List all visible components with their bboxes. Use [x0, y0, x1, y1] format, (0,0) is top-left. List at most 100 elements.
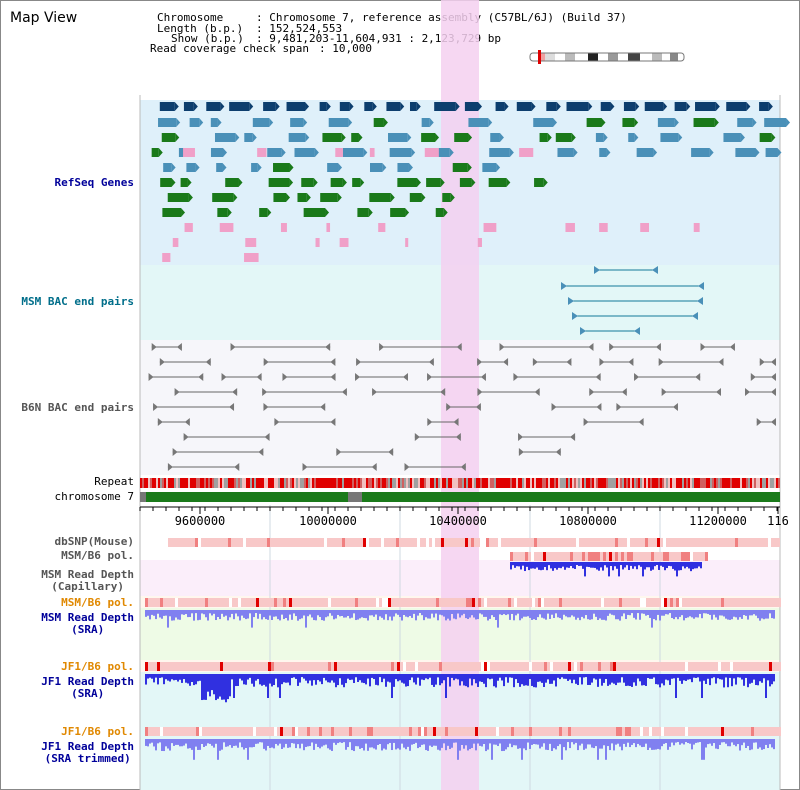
label-dbsnp[interactable]: dbSNP(Mouse) — [54, 535, 134, 548]
jf1-sra-depth-bar — [145, 674, 147, 685]
repeat-seg — [476, 478, 478, 488]
jf1-pol-1-cell — [442, 662, 445, 671]
repeat-seg — [752, 478, 754, 488]
dbsnp-cell — [687, 538, 690, 547]
dbsnp-cell — [552, 538, 555, 547]
repeat-seg — [454, 478, 456, 488]
repeat-seg — [494, 478, 496, 488]
jf1-pol-1-cell — [217, 662, 220, 671]
jf1-trimmed-depth-bar — [705, 739, 707, 748]
msm-sra-depth-bar — [437, 610, 439, 621]
gene-2-5 — [351, 133, 359, 142]
label-msm-depth-sra[interactable]: MSM Read Depth (SRA) — [41, 612, 134, 636]
jf1-sra-depth-bar — [583, 674, 585, 678]
msm-capillary-depth-bar — [546, 562, 548, 571]
jf1-pol-2-cell — [565, 727, 568, 736]
label-msm-bac[interactable]: MSM BAC end pairs — [21, 295, 134, 308]
msm-sra-depth-bar — [477, 610, 479, 620]
jf1-pol-2-cell — [337, 727, 340, 736]
jf1-pol-1-cell — [538, 662, 541, 671]
repeat-seg — [446, 478, 448, 488]
dbsnp-cell — [753, 538, 756, 547]
jf1-trimmed-depth-bar — [431, 739, 433, 747]
label-jf1-b6-pol-1[interactable]: JF1/B6 pol. — [61, 660, 134, 673]
label-refseq-genes[interactable]: RefSeq Genes — [54, 176, 134, 189]
repeat-seg — [776, 478, 778, 488]
jf1-pol-1-cell — [292, 662, 295, 671]
dbsnp-cell — [366, 538, 369, 547]
jf1-trimmed-depth-bar — [181, 739, 183, 747]
label-msm-b6-pol-2[interactable]: MSM/B6 pol. — [61, 596, 134, 609]
label-jf1-depth-sra[interactable]: JF1 Read Depth (SRA) — [41, 676, 134, 700]
b6n-bac-end-2-4-b — [480, 373, 486, 381]
msm-pol-2-cell — [280, 598, 283, 607]
dbsnp-cell — [420, 538, 423, 547]
jf1-pol-2-cell — [562, 727, 565, 736]
msm-sra-depth-bar — [615, 610, 617, 620]
jf1-pol-1-cell — [676, 662, 679, 671]
jf1-trimmed-depth-bar — [465, 739, 467, 746]
msm-capillary-depth-bar — [630, 562, 632, 566]
jf1-pol-2-cell — [220, 727, 223, 736]
jf1-pol-2-cell — [718, 727, 721, 736]
repeat-seg — [698, 478, 700, 488]
jf1-pol-1-cell — [475, 662, 478, 671]
jf1-pol-1-cell — [397, 662, 400, 671]
jf1-pol-1-cell — [370, 662, 373, 671]
jf1-pol-2-cell — [301, 727, 304, 736]
label-b6n-bac[interactable]: B6N BAC end pairs — [21, 401, 134, 414]
jf1-pol-1-cell — [772, 662, 775, 671]
selection-highlight — [441, 0, 479, 790]
jf1-sra-depth-bar — [761, 674, 763, 683]
gene-arrow-0-15 — [556, 102, 561, 111]
repeat-seg — [280, 478, 282, 488]
dbsnp-cell — [306, 538, 309, 547]
jf1-pol-2-cell — [343, 727, 346, 736]
msm-pol-1-cell — [555, 552, 558, 561]
msm-capillary-depth-bar — [572, 562, 574, 569]
gene-5-8 — [426, 178, 441, 187]
msm-pol-2-cell — [751, 598, 754, 607]
msm-capillary-depth-bar — [578, 562, 580, 566]
dbsnp-cell — [207, 538, 210, 547]
label-msm-depth-capillary[interactable]: MSM Read Depth (Capillary) — [41, 569, 134, 593]
dbsnp-cell — [630, 538, 633, 547]
jf1-pol-2-cell — [277, 727, 280, 736]
chromosome-gap-1 — [140, 492, 146, 502]
msm-sra-depth-bar — [535, 610, 537, 621]
msm-capillary-depth-bar — [552, 562, 554, 571]
label-msm-b6-pol-1[interactable]: MSM/B6 pol. — [61, 549, 134, 562]
label-jf1-depth-trimmed[interactable]: JF1 Read Depth (SRA trimmed) — [41, 741, 134, 765]
ideogram-band-7 — [598, 53, 608, 61]
jf1-pol-2-cell — [637, 727, 640, 736]
msm-pol-2-cell — [709, 598, 712, 607]
gene-arrow-6-3 — [306, 193, 311, 202]
dbsnp-cell — [390, 538, 393, 547]
jf1-trimmed-depth-bar — [535, 739, 537, 745]
msm-pol-2-cell — [223, 598, 226, 607]
repeat-seg — [268, 478, 270, 488]
jf1-pol-2-cell — [745, 727, 748, 736]
dbsnp-cell — [360, 538, 363, 547]
msm-pol-2-cell — [181, 598, 184, 607]
gene-1-11 — [622, 118, 635, 127]
track-features[interactable] — [140, 50, 791, 760]
b6n-bac-end-1-0-a — [159, 358, 165, 366]
jf1-sra-depth-bar — [385, 674, 387, 687]
jf1-sra-depth-bar — [617, 674, 619, 683]
msm-pol-1-cell — [627, 552, 630, 561]
jf1-trimmed-depth-bar — [309, 739, 311, 747]
jf1-sra-depth-bar — [419, 674, 421, 686]
label-jf1-b6-pol-2[interactable]: JF1/B6 pol. — [61, 725, 134, 738]
jf1-trimmed-depth-bar — [599, 739, 601, 749]
gene-1-9 — [533, 118, 554, 127]
jf1-sra-depth-bar — [485, 674, 487, 688]
jf1-trimmed-depth-bar — [725, 739, 727, 744]
jf1-sra-depth-bar — [293, 674, 295, 678]
b6n-bac-end-1-6-b — [718, 358, 724, 366]
jf1-sra-depth-bar — [769, 674, 771, 687]
msm-sra-depth-bar — [635, 610, 637, 620]
jf1-trimmed-depth-bar — [493, 739, 495, 745]
jf1-trimmed-depth-bar — [155, 739, 157, 751]
